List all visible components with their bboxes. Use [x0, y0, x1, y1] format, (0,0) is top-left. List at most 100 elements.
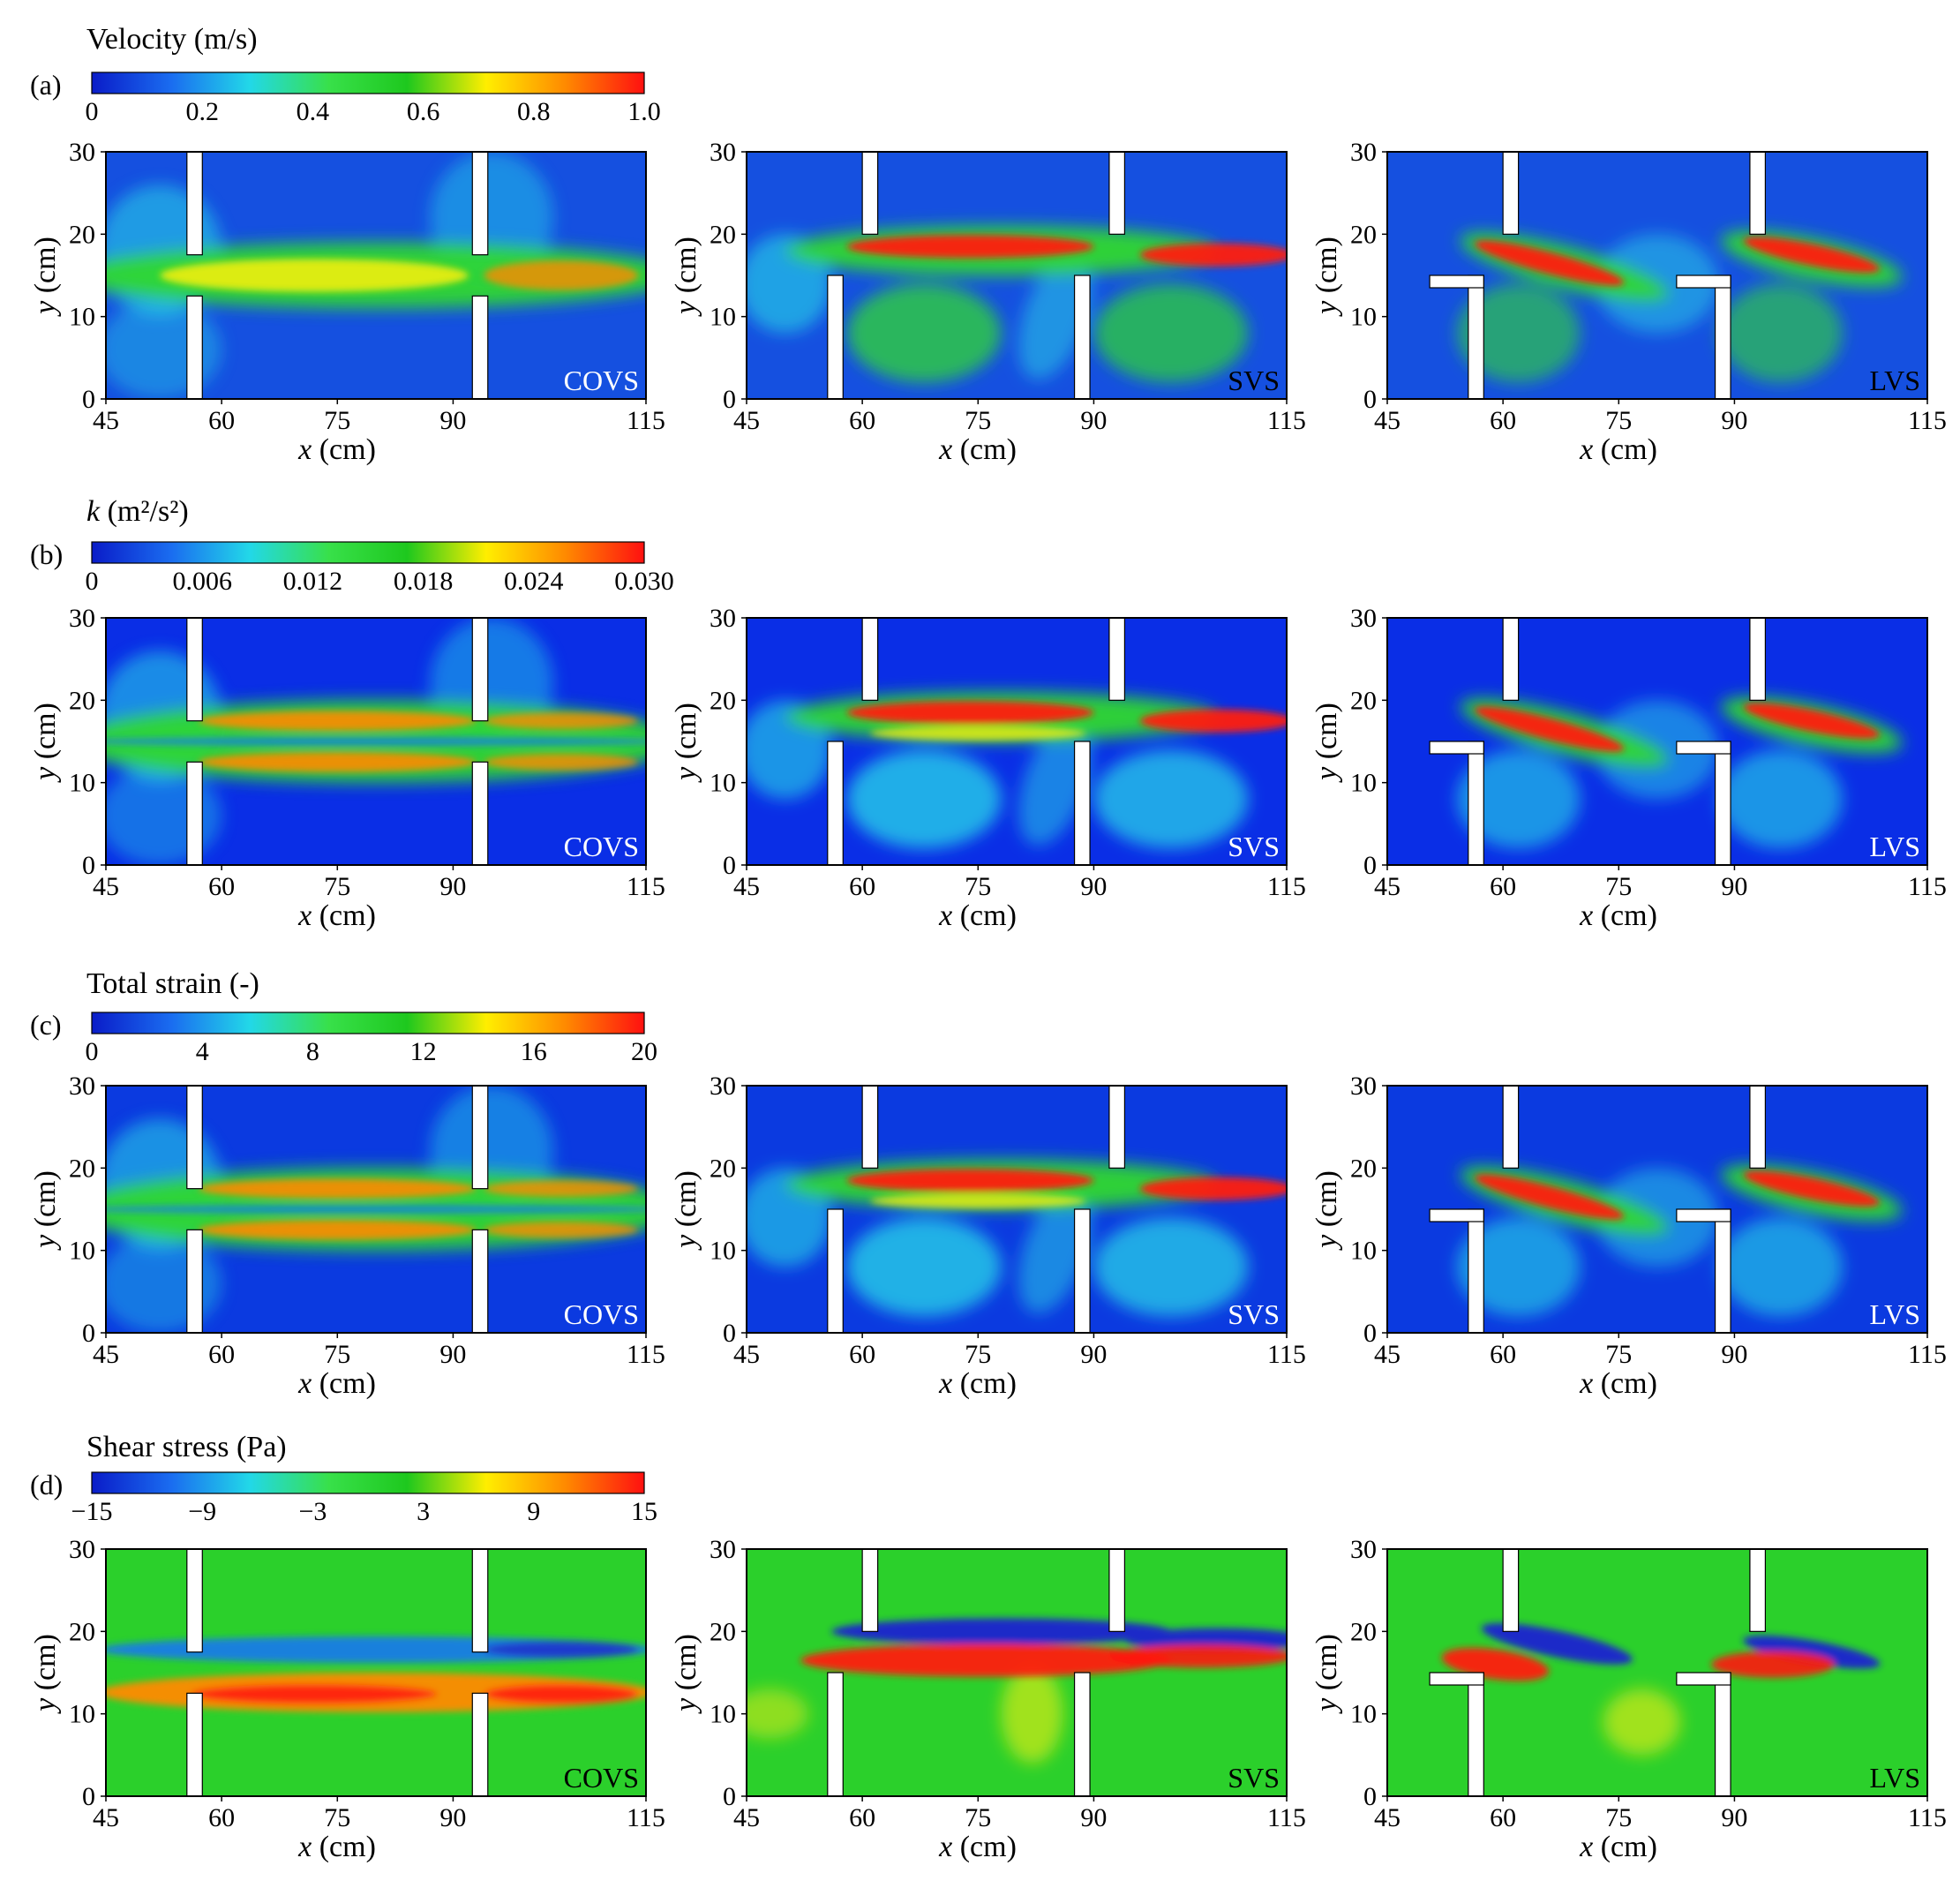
colorbar-tick-label: 0: [86, 97, 99, 126]
x-axis-label: x (cm): [297, 1367, 376, 1400]
field-streaks: [106, 711, 646, 772]
y-tick-label: 30: [1350, 138, 1377, 167]
panel-covs: COVS 45 60 75 90 115 0 10 20 30 x (cm) y (cm): [29, 1072, 665, 1400]
x-tick-label: 60: [208, 406, 235, 435]
x-axis-label: x (cm): [938, 899, 1017, 932]
baffle: [186, 761, 203, 866]
field-blob: [160, 259, 469, 292]
geometry-label: LVS: [1869, 1762, 1920, 1794]
baffle: [1749, 151, 1767, 235]
field-blob: [198, 752, 477, 772]
x-tick-label: 75: [965, 1340, 991, 1369]
field-blob: [484, 1222, 639, 1238]
panel-tag: (a): [30, 69, 62, 101]
colorbar-tick-label: 0.018: [394, 567, 454, 596]
colorbar-tick-label: 0.6: [407, 97, 440, 126]
baffle: [1108, 1085, 1126, 1169]
y-tick-label: 0: [82, 851, 95, 880]
y-tick-label: 20: [1350, 686, 1377, 715]
x-tick-label: 115: [627, 406, 665, 435]
field-blob: [484, 1180, 639, 1197]
x-tick-label: 75: [324, 1340, 350, 1369]
baffle: [186, 151, 203, 256]
baffle: [827, 275, 844, 400]
y-tick-label: 30: [710, 1535, 736, 1564]
x-tick-label: 115: [627, 872, 665, 901]
colorbar: [91, 71, 645, 94]
field-streaks: [1475, 1170, 1880, 1220]
y-tick-label: 20: [69, 686, 95, 715]
x-axis-label: x (cm): [938, 433, 1017, 466]
x-axis-label: x (cm): [1579, 1831, 1657, 1863]
baffle: [827, 1208, 844, 1334]
field-blob: [1124, 1628, 1287, 1651]
x-tick-label: 115: [1908, 1803, 1947, 1832]
y-tick-label: 10: [710, 1237, 736, 1266]
x-tick-label: 90: [439, 1340, 466, 1369]
field-blob: [1001, 1664, 1063, 1764]
field-blob: [1718, 283, 1843, 383]
colorbar-tick-label: 0.006: [172, 567, 232, 596]
x-tick-label: 75: [965, 1803, 991, 1832]
x-tick-label: 45: [733, 406, 760, 435]
y-tick-label: 20: [69, 220, 95, 249]
baffle: [1108, 617, 1126, 701]
x-tick-label: 60: [208, 872, 235, 901]
row-d: (d) Shear stress (Pa) −15 −9 −3 3 9 15 COVS 45 60 7…: [29, 1431, 1947, 1863]
y-tick-label: 20: [1350, 1154, 1377, 1183]
baffle: [1502, 1085, 1520, 1169]
y-tick-label: 20: [1350, 220, 1377, 249]
baffle: [1676, 1672, 1731, 1686]
geometry-label: SVS: [1228, 365, 1280, 396]
x-tick-label: 60: [1490, 1340, 1516, 1369]
panel-svs: SVS 45 60 75 90 115 0 10 20 30 x (cm) y (cm): [670, 604, 1306, 932]
baffle: [861, 151, 879, 235]
geometry-label: SVS: [1228, 1298, 1280, 1330]
y-tick-label: 10: [710, 1700, 736, 1729]
baffle: [1429, 275, 1484, 289]
y-tick-label: 0: [82, 1782, 95, 1811]
geometry-label: COVS: [564, 831, 639, 862]
y-axis-label: y (cm): [29, 237, 62, 317]
baffle: [186, 1692, 203, 1797]
x-tick-label: 60: [1490, 1803, 1516, 1832]
baffle: [1429, 741, 1484, 755]
geometry-label: LVS: [1869, 1298, 1920, 1330]
y-tick-label: 30: [69, 1072, 95, 1101]
y-tick-label: 0: [1363, 1319, 1377, 1348]
field-blob: [1711, 1651, 1836, 1678]
y-tick-label: 10: [1350, 1237, 1377, 1266]
field-blob: [1718, 1217, 1843, 1317]
colorbar-tick-label: −3: [298, 1497, 327, 1526]
x-tick-label: 75: [965, 406, 991, 435]
panel-lvs: LVS 45 60 75 90 115 0 10 20 30 x (cm) y (cm): [1310, 604, 1947, 932]
y-tick-label: 10: [69, 769, 95, 798]
baffle: [1468, 1208, 1484, 1334]
baffle: [1714, 275, 1731, 400]
baffle: [186, 1548, 203, 1653]
x-tick-label: 45: [733, 1340, 760, 1369]
x-tick-label: 45: [1374, 872, 1401, 901]
geometry-label: COVS: [564, 1762, 639, 1794]
x-tick-label: 115: [627, 1803, 665, 1832]
baffle: [186, 617, 203, 722]
field: [747, 1086, 1287, 1333]
field-blob: [1743, 1170, 1880, 1207]
x-tick-label: 45: [93, 1340, 119, 1369]
field-streaks: [1475, 703, 1880, 752]
baffle: [861, 1548, 879, 1632]
x-tick-label: 75: [1605, 872, 1632, 901]
colorbar-title: Total strain (-): [86, 967, 259, 1000]
y-tick-label: 0: [1363, 385, 1377, 414]
field-blob: [1475, 1174, 1625, 1220]
y-axis-label: y (cm): [670, 703, 702, 783]
colorbar-tick-label: −9: [188, 1497, 216, 1526]
baffle: [1749, 1085, 1767, 1169]
y-tick-label: 0: [82, 1319, 95, 1348]
x-axis-label: x (cm): [297, 899, 376, 932]
baffle: [827, 741, 844, 866]
field: [747, 1549, 1287, 1796]
x-tick-label: 75: [1605, 1803, 1632, 1832]
y-tick-label: 10: [69, 1237, 95, 1266]
